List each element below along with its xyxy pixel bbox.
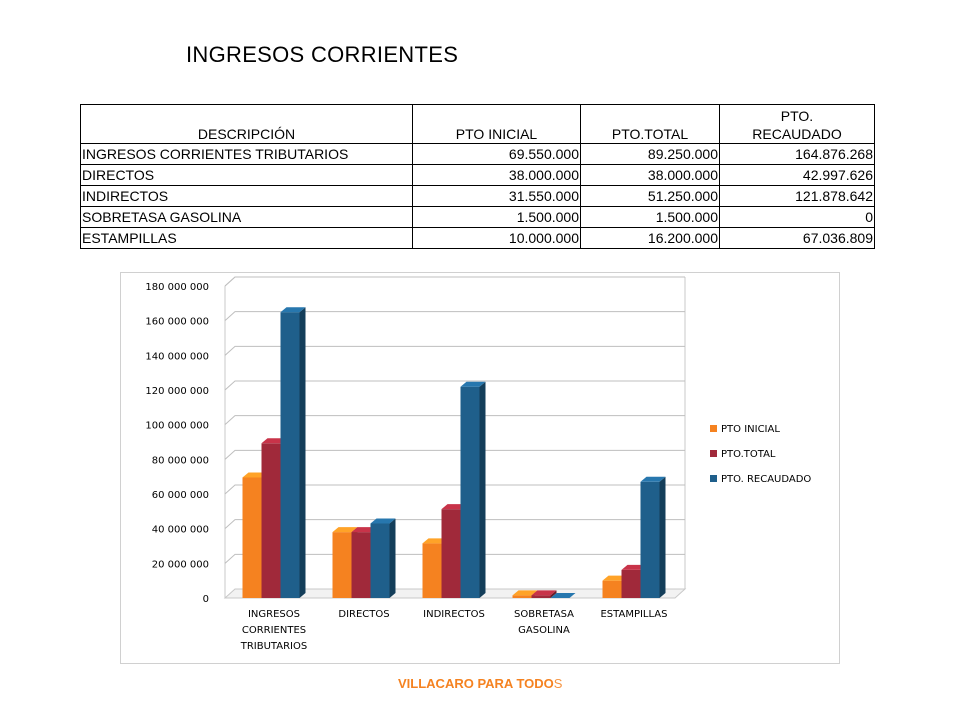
y-tick-label: 140 000 000 — [145, 351, 209, 362]
legend-label: PTO. RECAUDADO — [721, 474, 811, 485]
header-pto-total: PTO.TOTAL — [580, 104, 720, 144]
row-pto-total: 38.000.000 — [580, 164, 720, 186]
page-title: INGRESOS CORRIENTES — [186, 42, 459, 67]
legend-label: PTO INICIAL — [721, 424, 780, 435]
header-pto-recaudado: PTO. RECAUDADO — [719, 104, 875, 144]
gridline — [224, 519, 685, 530]
bar-chart: 0 20 000 000 40 000 000 60 000 000 80 000 00… — [120, 272, 840, 664]
legend-swatch — [710, 450, 717, 457]
budget-table: DESCRIPCIÓN PTO INICIAL PTO.TOTAL PTO. RE… — [80, 104, 875, 249]
y-tick-label: 180 000 000 — [145, 282, 209, 293]
row-pto-inicial: 31.550.000 — [412, 185, 581, 207]
y-tick-label: 20 000 000 — [152, 559, 209, 570]
row-pto-inicial: 69.550.000 — [412, 143, 581, 165]
row-pto-inicial: 1.500.000 — [412, 206, 581, 228]
y-tick-label: 40 000 000 — [152, 525, 209, 536]
row-pto-recaudado: 67.036.809 — [719, 227, 875, 249]
gridline — [224, 380, 685, 391]
row-pto-recaudado: 42.997.626 — [719, 164, 875, 186]
bar-pto-total — [531, 590, 557, 598]
row-pto-recaudado: 0 — [719, 206, 875, 228]
gridline — [224, 484, 685, 495]
footer-slogan: VILLACARO PARA TODOS — [398, 676, 563, 691]
chart-legend: PTO INICIAL PTO.TOTAL PTO. RECAUDADO — [710, 424, 811, 485]
bar-pto-recaudado — [550, 593, 576, 598]
row-pto-recaudado: 121.878.642 — [719, 185, 875, 207]
row-description: SOBRETASA GASOLINA — [80, 206, 413, 228]
row-pto-inicial: 10.000.000 — [412, 227, 581, 249]
row-pto-inicial: 38.000.000 — [412, 164, 581, 186]
gridline — [224, 345, 685, 356]
x-tick-label: DIRECTOS — [338, 609, 389, 620]
bar-pto-recaudado — [460, 381, 486, 598]
row-pto-recaudado: 164.876.268 — [719, 143, 875, 165]
x-tick-label: INDIRECTOS — [423, 609, 485, 620]
row-description: INDIRECTOS — [80, 185, 413, 207]
x-tick-label: INGRESOS CORRIENTES TRIBUTARIOS — [240, 609, 307, 652]
y-tick-label: 160 000 000 — [145, 317, 209, 328]
row-description: INGRESOS CORRIENTES TRIBUTARIOS — [80, 143, 413, 165]
legend-swatch — [710, 475, 717, 482]
chart-bars — [242, 307, 666, 598]
gridline — [224, 553, 685, 564]
bar-pto-recaudado — [370, 518, 396, 598]
y-tick-label: 120 000 000 — [145, 386, 209, 397]
table-header-row: DESCRIPCIÓN PTO INICIAL PTO.TOTAL PTO. RE… — [80, 104, 875, 144]
gridline — [224, 415, 685, 426]
row-pto-total: 89.250.000 — [580, 143, 720, 165]
row-description: ESTAMPILLAS — [80, 227, 413, 249]
header-pto-inicial: PTO INICIAL — [412, 104, 581, 144]
table-row: DIRECTOS 38.000.000 38.000.000 42.997.62… — [80, 164, 875, 186]
y-tick-label: 0 — [203, 594, 209, 605]
y-tick-label: 100 000 000 — [145, 421, 209, 432]
legend-swatch — [710, 425, 717, 432]
table-row: INGRESOS CORRIENTES TRIBUTARIOS 69.550.0… — [80, 143, 875, 165]
x-tick-label: SOBRETASA GASOLINA — [514, 609, 574, 636]
legend-label: PTO.TOTAL — [721, 449, 776, 460]
y-tick-label: 80 000 000 — [152, 455, 209, 466]
row-pto-total: 1.500.000 — [580, 206, 720, 228]
gridline — [224, 449, 685, 460]
y-axis-labels: 0 20 000 000 40 000 000 60 000 000 80 000 00… — [145, 282, 209, 605]
table-row: SOBRETASA GASOLINA 1.500.000 1.500.000 0 — [80, 206, 875, 228]
row-pto-total: 16.200.000 — [580, 227, 720, 249]
x-axis-labels: INGRESOS CORRIENTES TRIBUTARIOS DIRECTOS IND… — [240, 609, 668, 652]
table-row: ESTAMPILLAS 10.000.000 16.200.000 67.036… — [80, 227, 875, 249]
gridline — [224, 276, 685, 287]
row-description: DIRECTOS — [80, 164, 413, 186]
gridline — [224, 311, 685, 322]
y-tick-label: 60 000 000 — [152, 490, 209, 501]
header-descripcion: DESCRIPCIÓN — [80, 104, 413, 144]
bar-pto-recaudado — [640, 476, 666, 598]
row-pto-total: 51.250.000 — [580, 185, 720, 207]
table-row: INDIRECTOS 31.550.000 51.250.000 121.878… — [80, 185, 875, 207]
bar-pto-recaudado — [280, 307, 306, 598]
x-tick-label: ESTAMPILLAS — [600, 609, 667, 620]
